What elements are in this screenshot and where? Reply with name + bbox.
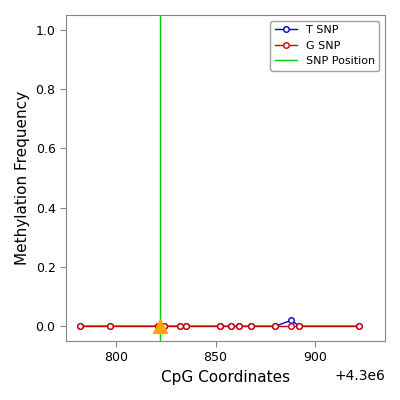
Legend: T SNP, G SNP, SNP Position: T SNP, G SNP, SNP Position xyxy=(270,20,380,70)
Y-axis label: Methylation Frequency: Methylation Frequency xyxy=(15,91,30,265)
X-axis label: CpG Coordinates: CpG Coordinates xyxy=(161,370,290,385)
